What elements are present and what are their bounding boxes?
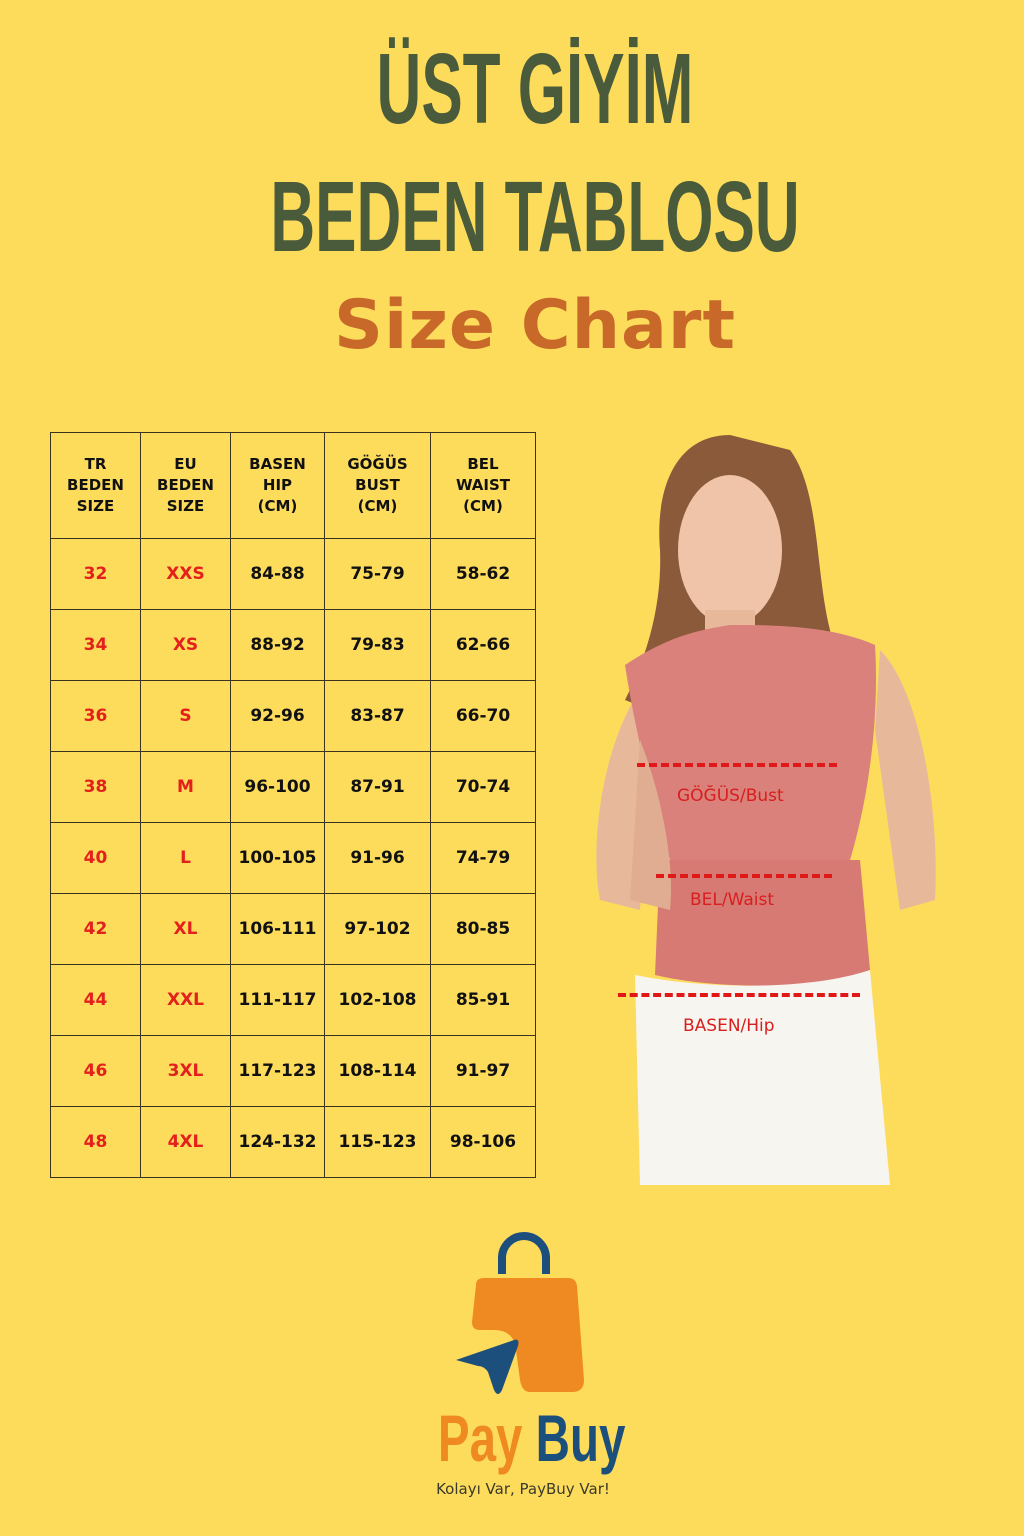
column-header: EU BEDEN SIZE [140, 432, 231, 539]
table-cell: 75-79 [324, 538, 431, 610]
title-line-2: BEDEN TABLOSU [270, 161, 800, 273]
waist-line [656, 874, 832, 878]
table-cell: 96-100 [230, 751, 325, 823]
table-cell: 83-87 [324, 680, 431, 752]
table-cell: S [140, 680, 231, 752]
table-cell: XXS [140, 538, 231, 610]
table-cell: 88-92 [230, 609, 325, 681]
waist-label: BEL/Waist [690, 890, 774, 910]
brand-name: Pay Buy [146, 1400, 916, 1476]
shopping-bag-logo-icon [456, 1232, 584, 1394]
table-cell: 91-96 [324, 822, 431, 894]
table-cell: 74-79 [430, 822, 536, 894]
table-cell: 66-70 [430, 680, 536, 752]
table-row: 34 XS 88-92 79-83 62-66 [50, 609, 536, 681]
hip-label: BASEN/Hip [683, 1016, 775, 1036]
bust-label: GÖĞÜS/Bust [677, 786, 784, 806]
title-line-1: ÜST GİYİM [376, 33, 694, 145]
tagline: Kolayı Var, PayBuy Var! [436, 1480, 610, 1498]
size-table: TR BEDEN SIZE EU BEDEN SIZE BASEN HIP (CM)… [50, 432, 536, 1178]
table-cell: 87-91 [324, 751, 431, 823]
table-cell: 97-102 [324, 893, 431, 965]
column-header: TR BEDEN SIZE [50, 432, 141, 539]
table-cell: XXL [140, 964, 231, 1036]
table-cell: 70-74 [430, 751, 536, 823]
table-row: 36 S 92-96 83-87 66-70 [50, 680, 536, 752]
table-cell: 62-66 [430, 609, 536, 681]
table-cell: 115-123 [324, 1106, 431, 1178]
table-row: 48 4XL 124-132 115-123 98-106 [50, 1106, 536, 1178]
table-cell: 44 [50, 964, 141, 1036]
table-cell: 124-132 [230, 1106, 325, 1178]
table-cell: 4XL [140, 1106, 231, 1178]
table-cell: 38 [50, 751, 141, 823]
table-cell: 84-88 [230, 538, 325, 610]
table-cell: 32 [50, 538, 141, 610]
table-cell: 79-83 [324, 609, 431, 681]
table-cell: 108-114 [324, 1035, 431, 1107]
table-row: 40 L 100-105 91-96 74-79 [50, 822, 536, 894]
table-cell: 98-106 [430, 1106, 536, 1178]
table-row: 32 XXS 84-88 75-79 58-62 [50, 538, 536, 610]
table-cell: 46 [50, 1035, 141, 1107]
hip-line [618, 993, 860, 997]
table-cell: XS [140, 609, 231, 681]
column-header: BASEN HIP (CM) [230, 432, 325, 539]
table-row: 38 M 96-100 87-91 70-74 [50, 751, 536, 823]
table-cell: 91-97 [430, 1035, 536, 1107]
table-cell: 3XL [140, 1035, 231, 1107]
table-cell: 92-96 [230, 680, 325, 752]
table-cell: 40 [50, 822, 141, 894]
subtitle: Size Chart [334, 286, 736, 365]
table-cell: 111-117 [230, 964, 325, 1036]
table-cell: 85-91 [430, 964, 536, 1036]
table-header-row: TR BEDEN SIZE EU BEDEN SIZE BASEN HIP (CM)… [50, 432, 536, 539]
table-cell: 36 [50, 680, 141, 752]
model-photo [580, 430, 960, 1190]
table-row: 42 XL 106-111 97-102 80-85 [50, 893, 536, 965]
table-cell: L [140, 822, 231, 894]
bust-line [637, 763, 837, 767]
table-cell: XL [140, 893, 231, 965]
table-cell: 106-111 [230, 893, 325, 965]
table-cell: 102-108 [324, 964, 431, 1036]
table-cell: 80-85 [430, 893, 536, 965]
table-cell: 48 [50, 1106, 141, 1178]
table-row: 44 XXL 111-117 102-108 85-91 [50, 964, 536, 1036]
table-cell: 117-123 [230, 1035, 325, 1107]
table-cell: M [140, 751, 231, 823]
column-header: BEL WAIST (CM) [430, 432, 536, 539]
table-cell: 58-62 [430, 538, 536, 610]
brand-pay: Pay [437, 1401, 523, 1475]
column-header: GÖĞÜS BUST (CM) [324, 432, 431, 539]
table-cell: 34 [50, 609, 141, 681]
table-cell: 100-105 [230, 822, 325, 894]
table-cell: 42 [50, 893, 141, 965]
table-row: 46 3XL 117-123 108-114 91-97 [50, 1035, 536, 1107]
brand-buy: Buy [535, 1401, 626, 1475]
